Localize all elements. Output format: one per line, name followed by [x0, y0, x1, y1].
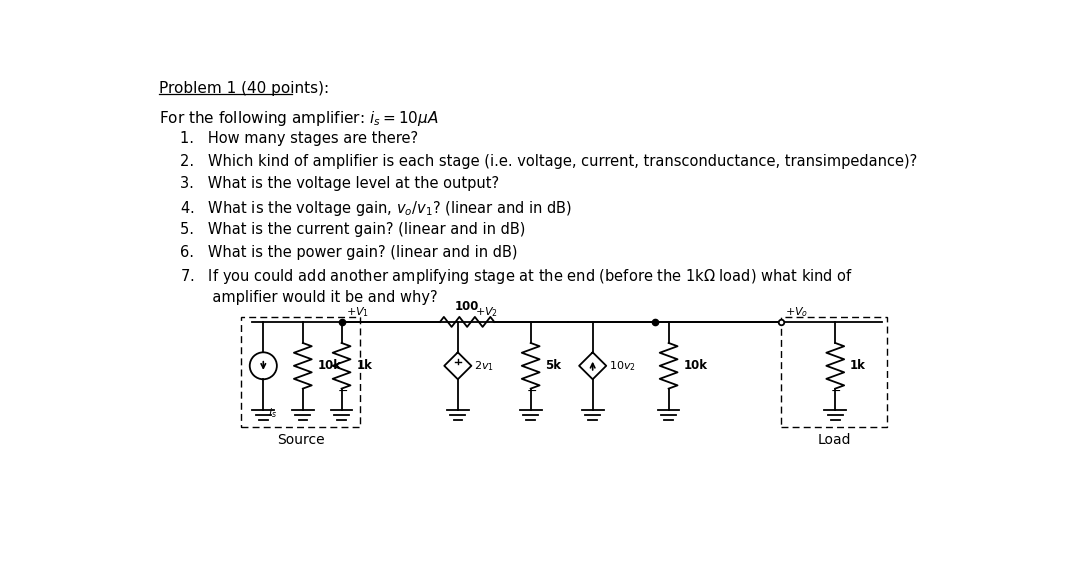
Text: $10v_2$: $10v_2$ [609, 359, 636, 373]
Text: $+V_1$: $+V_1$ [346, 305, 369, 319]
Text: 100: 100 [455, 301, 480, 314]
Text: $-$: $-$ [830, 384, 842, 397]
Text: For the following amplifier: $i_s = 10\mu A$: For the following amplifier: $i_s = 10\m… [159, 108, 438, 128]
Text: 3.   What is the voltage level at the output?: 3. What is the voltage level at the outp… [180, 176, 499, 192]
Text: 2.   Which kind of amplifier is each stage (i.e. voltage, current, transconducta: 2. Which kind of amplifier is each stage… [180, 154, 918, 169]
Text: $i_s$: $i_s$ [268, 406, 277, 420]
Text: $-$: $-$ [526, 384, 537, 397]
Text: 1k: 1k [850, 359, 865, 372]
Text: amplifier would it be and why?: amplifier would it be and why? [180, 290, 438, 305]
Text: 1.   How many stages are there?: 1. How many stages are there? [180, 131, 419, 146]
Text: 6.   What is the power gain? (linear and in dB): 6. What is the power gain? (linear and i… [180, 245, 518, 259]
Bar [241, 316, 360, 427]
Text: Load: Load [818, 433, 851, 447]
Bar [781, 316, 887, 427]
Text: 5.   What is the current gain? (linear and in dB): 5. What is the current gain? (linear and… [180, 222, 526, 237]
Text: 1k: 1k [357, 359, 373, 372]
Text: $+ V_o$: $+ V_o$ [785, 305, 809, 319]
Text: $-$: $-$ [336, 384, 348, 397]
Text: 7.   If you could add another amplifying stage at the end (before the 1k$\Omega$: 7. If you could add another amplifying s… [180, 267, 854, 286]
Text: Problem 1 (40 points):: Problem 1 (40 points): [159, 81, 329, 96]
Text: 4.   What is the voltage gain, $v_o/v_1$? (linear and in dB): 4. What is the voltage gain, $v_o/v_1$? … [180, 199, 572, 218]
Text: 5k: 5k [545, 359, 561, 372]
Text: $2v_1$: $2v_1$ [474, 359, 494, 373]
Text: 10k: 10k [317, 359, 342, 372]
Text: $+V_2$: $+V_2$ [474, 305, 498, 319]
Text: 10k: 10k [683, 359, 707, 372]
Text: Source: Source [276, 433, 325, 447]
